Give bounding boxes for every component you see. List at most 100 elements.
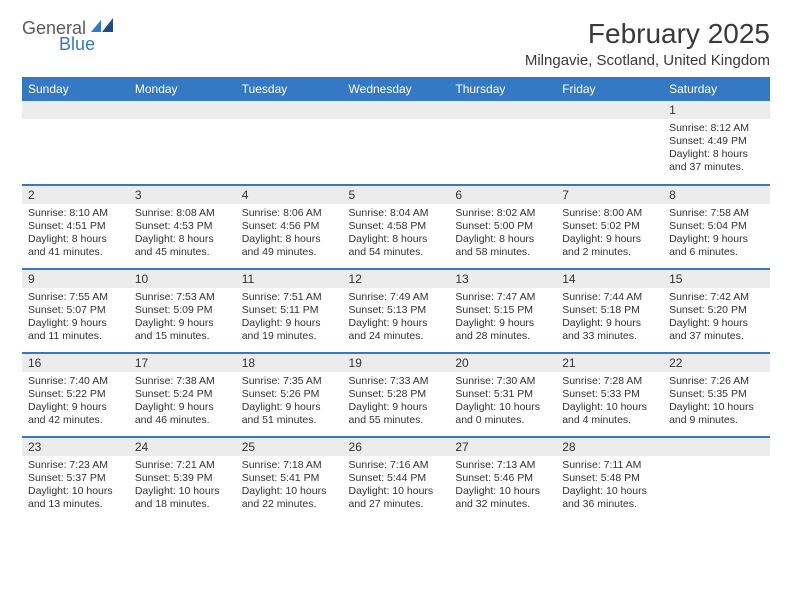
week-row: 2Sunrise: 8:10 AMSunset: 4:51 PMDaylight… [22,185,770,269]
day-number: 26 [343,438,450,456]
day-number: 14 [556,270,663,288]
title-block: February 2025 Milngavie, Scotland, Unite… [525,18,770,69]
day-details: Sunrise: 7:53 AMSunset: 5:09 PMDaylight:… [129,288,236,348]
day-cell: 26Sunrise: 7:16 AMSunset: 5:44 PMDayligh… [343,437,450,521]
location-text: Milngavie, Scotland, United Kingdom [525,52,770,69]
day-details: Sunrise: 7:16 AMSunset: 5:44 PMDaylight:… [343,456,450,516]
day-cell: 21Sunrise: 7:28 AMSunset: 5:33 PMDayligh… [556,353,663,437]
day-number: 13 [449,270,556,288]
day-cell [556,101,663,185]
day-number: 19 [343,354,450,372]
day-details: Sunrise: 7:23 AMSunset: 5:37 PMDaylight:… [22,456,129,516]
day-cell [449,101,556,185]
day-number: 28 [556,438,663,456]
day-details: Sunrise: 7:26 AMSunset: 5:35 PMDaylight:… [663,372,770,432]
day-cell: 10Sunrise: 7:53 AMSunset: 5:09 PMDayligh… [129,269,236,353]
day-details: Sunrise: 8:04 AMSunset: 4:58 PMDaylight:… [343,204,450,264]
day-number-empty [663,438,770,456]
day-cell: 23Sunrise: 7:23 AMSunset: 5:37 PMDayligh… [22,437,129,521]
day-number: 25 [236,438,343,456]
day-number: 23 [22,438,129,456]
day-number: 11 [236,270,343,288]
day-cell: 24Sunrise: 7:21 AMSunset: 5:39 PMDayligh… [129,437,236,521]
day-cell: 14Sunrise: 7:44 AMSunset: 5:18 PMDayligh… [556,269,663,353]
day-details: Sunrise: 7:42 AMSunset: 5:20 PMDaylight:… [663,288,770,348]
day-number-empty [343,101,450,119]
day-cell [22,101,129,185]
day-details: Sunrise: 8:02 AMSunset: 5:00 PMDaylight:… [449,204,556,264]
day-details: Sunrise: 7:49 AMSunset: 5:13 PMDaylight:… [343,288,450,348]
day-cell: 25Sunrise: 7:18 AMSunset: 5:41 PMDayligh… [236,437,343,521]
logo: General Blue [22,18,151,39]
calendar-table: SundayMondayTuesdayWednesdayThursdayFrid… [22,77,770,521]
day-cell: 4Sunrise: 8:06 AMSunset: 4:56 PMDaylight… [236,185,343,269]
day-details: Sunrise: 7:40 AMSunset: 5:22 PMDaylight:… [22,372,129,432]
day-cell: 6Sunrise: 8:02 AMSunset: 5:00 PMDaylight… [449,185,556,269]
day-number: 20 [449,354,556,372]
day-number: 16 [22,354,129,372]
day-cell: 15Sunrise: 7:42 AMSunset: 5:20 PMDayligh… [663,269,770,353]
day-cell: 9Sunrise: 7:55 AMSunset: 5:07 PMDaylight… [22,269,129,353]
day-details: Sunrise: 8:00 AMSunset: 5:02 PMDaylight:… [556,204,663,264]
day-details: Sunrise: 7:21 AMSunset: 5:39 PMDaylight:… [129,456,236,516]
day-details: Sunrise: 7:58 AMSunset: 5:04 PMDaylight:… [663,204,770,264]
day-cell: 12Sunrise: 7:49 AMSunset: 5:13 PMDayligh… [343,269,450,353]
day-cell: 13Sunrise: 7:47 AMSunset: 5:15 PMDayligh… [449,269,556,353]
day-details: Sunrise: 7:18 AMSunset: 5:41 PMDaylight:… [236,456,343,516]
day-number: 15 [663,270,770,288]
logo-text-blue: Blue [59,34,95,55]
day-details: Sunrise: 8:10 AMSunset: 4:51 PMDaylight:… [22,204,129,264]
day-number: 5 [343,186,450,204]
day-cell: 2Sunrise: 8:10 AMSunset: 4:51 PMDaylight… [22,185,129,269]
day-cell: 22Sunrise: 7:26 AMSunset: 5:35 PMDayligh… [663,353,770,437]
day-number-empty [556,101,663,119]
day-number: 8 [663,186,770,204]
day-details: Sunrise: 7:35 AMSunset: 5:26 PMDaylight:… [236,372,343,432]
header: General Blue February 2025 Milngavie, Sc… [22,18,770,69]
day-details: Sunrise: 7:38 AMSunset: 5:24 PMDaylight:… [129,372,236,432]
day-number: 22 [663,354,770,372]
day-header: Friday [556,77,663,101]
day-number: 27 [449,438,556,456]
day-details: Sunrise: 7:55 AMSunset: 5:07 PMDaylight:… [22,288,129,348]
day-number: 21 [556,354,663,372]
week-row: 16Sunrise: 7:40 AMSunset: 5:22 PMDayligh… [22,353,770,437]
day-details: Sunrise: 7:44 AMSunset: 5:18 PMDaylight:… [556,288,663,348]
day-header-row: SundayMondayTuesdayWednesdayThursdayFrid… [22,77,770,101]
day-number: 4 [236,186,343,204]
day-cell: 1Sunrise: 8:12 AMSunset: 4:49 PMDaylight… [663,101,770,185]
month-title: February 2025 [525,18,770,50]
day-cell: 28Sunrise: 7:11 AMSunset: 5:48 PMDayligh… [556,437,663,521]
day-number: 10 [129,270,236,288]
day-number: 1 [663,101,770,119]
week-row: 9Sunrise: 7:55 AMSunset: 5:07 PMDaylight… [22,269,770,353]
day-cell [129,101,236,185]
day-number: 24 [129,438,236,456]
day-cell: 5Sunrise: 8:04 AMSunset: 4:58 PMDaylight… [343,185,450,269]
day-cell: 7Sunrise: 8:00 AMSunset: 5:02 PMDaylight… [556,185,663,269]
day-header: Wednesday [343,77,450,101]
day-header: Thursday [449,77,556,101]
day-cell: 19Sunrise: 7:33 AMSunset: 5:28 PMDayligh… [343,353,450,437]
day-details: Sunrise: 7:13 AMSunset: 5:46 PMDaylight:… [449,456,556,516]
day-header: Saturday [663,77,770,101]
day-number: 9 [22,270,129,288]
day-cell [663,437,770,521]
day-cell: 18Sunrise: 7:35 AMSunset: 5:26 PMDayligh… [236,353,343,437]
day-details: Sunrise: 7:11 AMSunset: 5:48 PMDaylight:… [556,456,663,516]
day-number-empty [22,101,129,119]
day-cell: 17Sunrise: 7:38 AMSunset: 5:24 PMDayligh… [129,353,236,437]
day-number: 12 [343,270,450,288]
day-number: 18 [236,354,343,372]
day-details: Sunrise: 7:30 AMSunset: 5:31 PMDaylight:… [449,372,556,432]
day-details: Sunrise: 7:33 AMSunset: 5:28 PMDaylight:… [343,372,450,432]
day-number: 6 [449,186,556,204]
day-cell [343,101,450,185]
day-number-empty [449,101,556,119]
day-header: Monday [129,77,236,101]
day-number-empty [236,101,343,119]
week-row: 23Sunrise: 7:23 AMSunset: 5:37 PMDayligh… [22,437,770,521]
calendar-body: 1Sunrise: 8:12 AMSunset: 4:49 PMDaylight… [22,101,770,521]
day-details: Sunrise: 7:47 AMSunset: 5:15 PMDaylight:… [449,288,556,348]
day-details: Sunrise: 8:08 AMSunset: 4:53 PMDaylight:… [129,204,236,264]
